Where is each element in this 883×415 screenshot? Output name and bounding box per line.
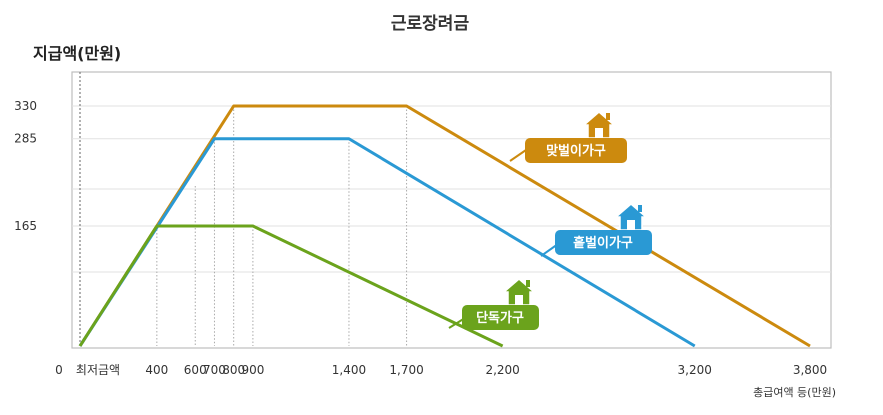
chart-title: 근로장려금 [391,14,470,34]
x-tick-label: 900 [241,363,264,377]
flag-label: 홑벌이가구 [573,235,633,251]
flag-box [525,138,627,163]
flag-connector [509,149,527,162]
x-axis-label: 총급여액 등(만원) [753,386,836,399]
y-axis-label: 지급액(만원) [33,44,121,63]
flag-label: 단독가구 [476,310,524,326]
x-tick-label: 3,800 [793,363,827,377]
flag-label: 맞벌이가구 [546,143,606,159]
x-tick-label: 400 [145,363,168,377]
series-lines [78,104,811,348]
x-tick-label: 1,700 [389,363,423,377]
x-origin-label: 0 [55,363,63,377]
plot-area [71,71,832,349]
x-min-wage-label: 최저금액 [76,363,120,377]
legend-flag-dual: 맞벌이가구 [509,111,627,163]
flag-box [462,305,539,330]
y-tick-labels: 165 285 330 [14,99,37,233]
flag-box [555,230,652,255]
y-tick-label: 165 [14,219,37,233]
series-line [78,224,504,348]
legend-flag-single: 단독가구 [448,278,539,330]
x-tick-label: 1,400 [332,363,366,377]
y-tick-label: 285 [14,132,37,146]
legend-flag-single-earner: 홑벌이가구 [540,203,652,257]
x-tick-label: 2,200 [485,363,519,377]
x-tick-label: 800 [222,363,245,377]
x-tick-label: 600 [184,363,207,377]
x-tick-label: 700 [203,363,226,377]
y-tick-label: 330 [14,99,37,113]
x-tick-label: 3,200 [678,363,712,377]
